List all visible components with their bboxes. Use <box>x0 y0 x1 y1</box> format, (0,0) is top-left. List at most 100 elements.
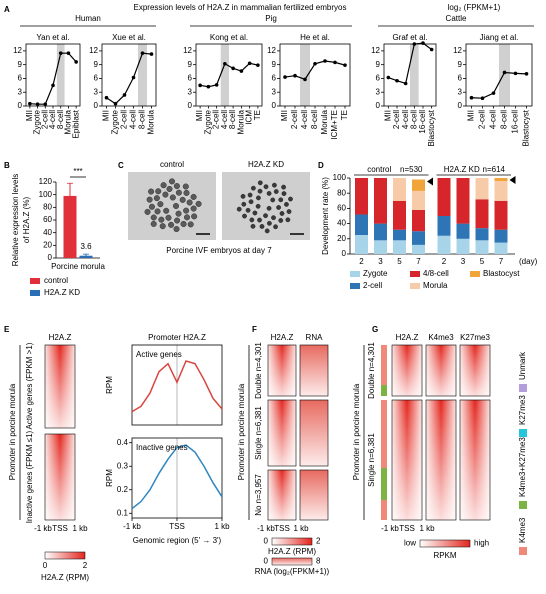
embryo <box>175 210 182 217</box>
image-label: H2A.Z KD <box>248 160 284 169</box>
data-point <box>247 61 252 66</box>
heatmap-fade <box>392 345 422 396</box>
arrowhead <box>509 176 516 184</box>
y-axis-label: RPM <box>105 376 114 394</box>
embryo <box>236 206 242 212</box>
embryo <box>263 184 269 190</box>
y-tick-label: 3 <box>94 87 99 96</box>
x-tick-label: 8-cell <box>409 110 418 129</box>
bar-segment <box>456 223 470 239</box>
embryo <box>266 205 272 211</box>
x-tick-label: 8-cell <box>228 110 237 129</box>
heatmap-fade <box>45 434 75 520</box>
heatmap-frame <box>44 433 76 521</box>
image-caption: Porcine IVF embryos at day 7 <box>166 246 272 255</box>
y-axis-label: Relative expression levels <box>11 174 20 267</box>
embryo <box>180 220 187 227</box>
embryo <box>175 189 182 196</box>
heatmap-frame <box>425 399 457 521</box>
x-tick-label: 5 <box>480 257 485 266</box>
group-label: Double n=4,301 <box>254 342 263 399</box>
data-point <box>412 42 417 46</box>
legend-swatch <box>470 271 480 277</box>
embryo <box>245 207 251 213</box>
data-point <box>58 51 63 55</box>
plot-frame <box>383 43 437 107</box>
x-tick-label: 2-cell <box>478 110 487 129</box>
embryo <box>146 196 153 203</box>
x-tick-label: Morula <box>64 109 73 134</box>
x-tick-label: 7 <box>499 257 504 266</box>
data-point <box>239 69 244 73</box>
bar-segment <box>456 238 470 254</box>
embryo <box>168 178 175 185</box>
embryo <box>148 203 155 210</box>
data-point <box>386 75 391 80</box>
x-tick-label: 16-cell <box>418 110 427 134</box>
y-tick-label: 6 <box>376 74 381 83</box>
embryo <box>250 185 256 191</box>
x-tick-label: Blastocyst <box>427 109 436 146</box>
embryo <box>157 201 164 208</box>
species-label: Pig <box>265 14 277 23</box>
group-label: control <box>367 165 391 174</box>
x-tick-label: 1 kb <box>72 524 88 533</box>
x-tick-label: TE <box>253 110 262 120</box>
colorbar-max: 8 <box>316 557 321 566</box>
colorbar-label: H2A.Z (RPM) <box>41 573 89 582</box>
cluster-label: K27me3 <box>518 395 527 425</box>
x-tick-label: 3 <box>378 257 383 266</box>
embryo <box>173 183 180 190</box>
y-tick-label: 0 <box>48 253 53 262</box>
chart-title: Yan et al. <box>36 33 69 42</box>
x-tick-label: 2-cell <box>212 110 221 129</box>
embryo <box>279 211 285 216</box>
panel-label: B <box>4 161 10 170</box>
plot-frame <box>25 43 81 107</box>
bar-segment <box>437 235 451 254</box>
x-tick-label: 3 <box>461 257 466 266</box>
y-tick-label: 3 <box>376 87 381 96</box>
legend-label: 2-cell <box>363 281 382 290</box>
colorbar-max: 2 <box>83 561 88 570</box>
bar-segment <box>412 179 425 191</box>
chart-title: Inactive genes <box>136 443 188 452</box>
embryo <box>183 207 190 214</box>
highlight-band <box>56 44 65 106</box>
heatmap-fade <box>426 345 456 396</box>
x-tick-label: Morula <box>147 109 156 134</box>
group-label: Double n=4,301 <box>367 342 376 399</box>
bar-segment <box>437 178 451 216</box>
bar <box>63 195 77 258</box>
heatmap-frame <box>267 344 297 397</box>
embryo <box>160 182 167 189</box>
x-tick-label: MII <box>280 110 289 121</box>
y-tick-label: 80 <box>43 202 52 211</box>
y-tick-label: 3 <box>272 87 277 96</box>
x-tick-label: 2-cell <box>392 110 401 129</box>
x-tick-label: -1 kb <box>34 524 52 533</box>
colorbar-min: 0 <box>264 557 269 566</box>
bar-segment <box>456 178 470 224</box>
chart-title: Jiang et al. <box>480 33 519 42</box>
data-point <box>403 81 408 86</box>
heatmap-frame <box>299 399 329 467</box>
plot-frame <box>195 43 263 107</box>
embryo <box>190 205 197 212</box>
cluster-label: K4me3+K27me3 <box>518 437 527 497</box>
embryo <box>174 217 181 224</box>
data-point <box>131 75 136 80</box>
x-tick-label: Zygote <box>203 109 212 134</box>
embryo <box>182 183 189 190</box>
embryo <box>148 188 155 195</box>
group-label: No n=3,957 <box>254 474 263 516</box>
data-point <box>303 77 307 82</box>
data-point <box>429 47 434 52</box>
embryo <box>252 210 258 216</box>
x-tick-label: 1 kb <box>214 522 230 531</box>
plot-frame <box>101 43 157 107</box>
y-tick-label: 60 <box>43 215 52 224</box>
data-point <box>206 84 211 89</box>
